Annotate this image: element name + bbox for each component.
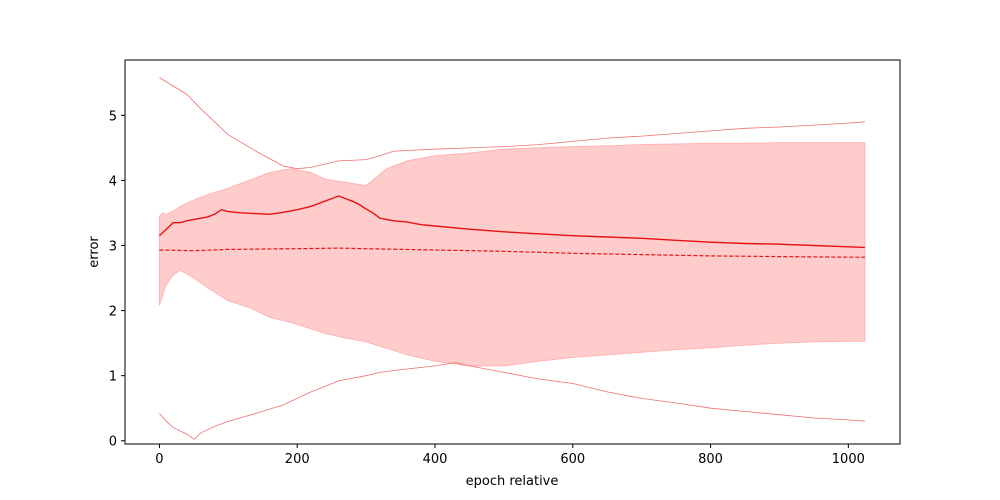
y-tick-label: 5 <box>109 109 117 124</box>
plot-area <box>158 77 866 440</box>
y-tick-label: 3 <box>109 239 117 254</box>
min-envelope-line <box>159 362 865 440</box>
x-axis: 0 200 400 600 800 1000 <box>155 444 865 467</box>
median-dashed-line <box>159 247 865 258</box>
x-tick-label: 1000 <box>832 452 865 467</box>
y-tick-label: 1 <box>109 370 117 385</box>
x-tick-label: 600 <box>560 452 585 467</box>
x-tick-label: 800 <box>698 452 723 467</box>
y-axis-label: error <box>87 236 102 268</box>
y-tick-label: 2 <box>109 305 117 320</box>
x-tick-label: 200 <box>285 452 310 467</box>
x-axis-label: epoch relative <box>466 474 559 489</box>
x-tick-label: 400 <box>423 452 448 467</box>
plot-frame <box>124 59 901 445</box>
mean-line <box>158 195 865 249</box>
max-envelope-line <box>159 77 865 170</box>
y-tick-label: 0 <box>109 435 117 450</box>
y-axis: 0 1 2 3 4 5 <box>109 109 125 450</box>
std-band-area <box>158 142 866 367</box>
y-tick-label: 4 <box>109 174 117 189</box>
x-tick-label: 0 <box>155 452 163 467</box>
